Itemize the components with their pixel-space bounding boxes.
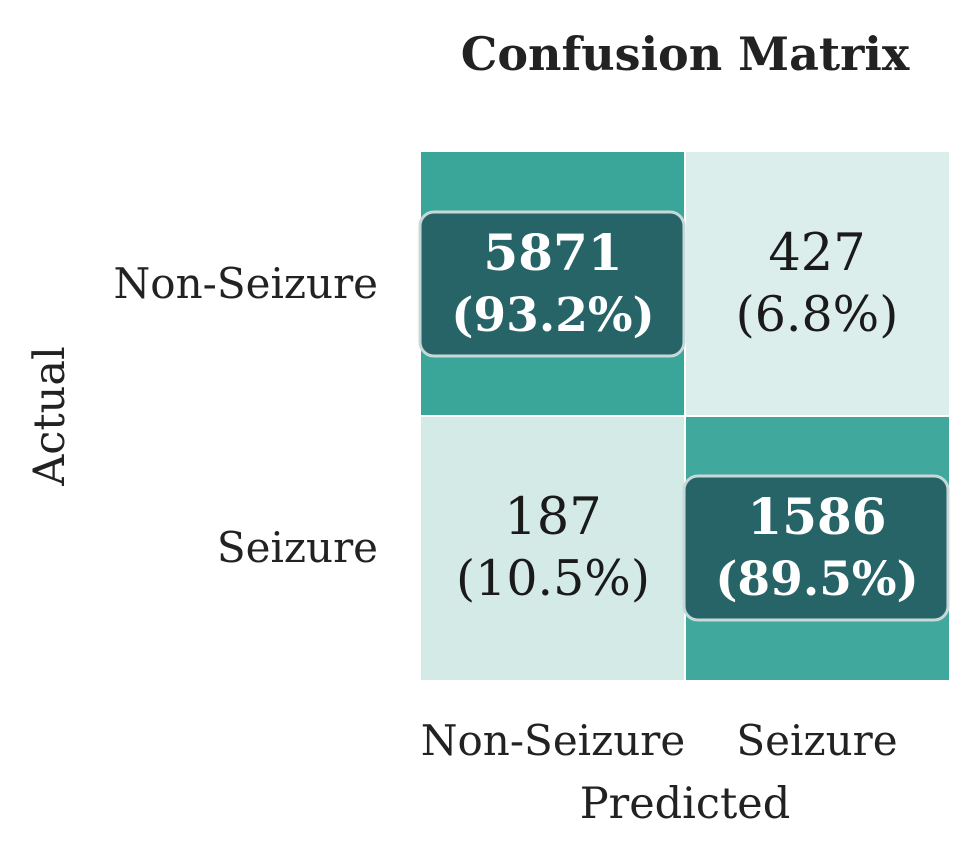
cell-labels: 5871 (93.2%) 427(6.8%) 187(10.5%) 1586 (89.5%…: [418, 210, 950, 622]
cell-percent-label: (6.8%): [736, 286, 899, 343]
y-axis-label: Actual: [25, 346, 75, 487]
x-axis-label: Predicted: [580, 779, 791, 829]
heatmap-cell-r0-c1: [686, 152, 949, 415]
y-tick-labels: Non-Seizure Seizure: [114, 259, 378, 572]
cell-percent-label: (93.2%): [451, 288, 655, 343]
cell-count-label: 187: [504, 488, 601, 547]
cell-count-label: 1586: [747, 487, 886, 546]
cell-percent-label: (89.5%): [715, 552, 919, 607]
heatmap-cell-r1-c0: [421, 417, 684, 680]
highlight-box-r0-c0: [418, 210, 686, 358]
x-tick-label: Non-Seizure: [421, 716, 685, 765]
heatmap-cells: [421, 152, 949, 680]
y-tick-label: Seizure: [217, 523, 378, 572]
cell-count-label: 427: [768, 224, 865, 283]
x-tick-labels: Non-Seizure Seizure: [421, 716, 898, 765]
chart-title: Confusion Matrix: [461, 27, 910, 81]
cell-count-label: 5871: [483, 223, 622, 282]
y-tick-label: Non-Seizure: [114, 259, 378, 308]
highlight-box-r1-c1: [682, 474, 950, 622]
cell-percent-label: (10.5%): [456, 550, 650, 607]
x-tick-label: Seizure: [736, 716, 897, 765]
